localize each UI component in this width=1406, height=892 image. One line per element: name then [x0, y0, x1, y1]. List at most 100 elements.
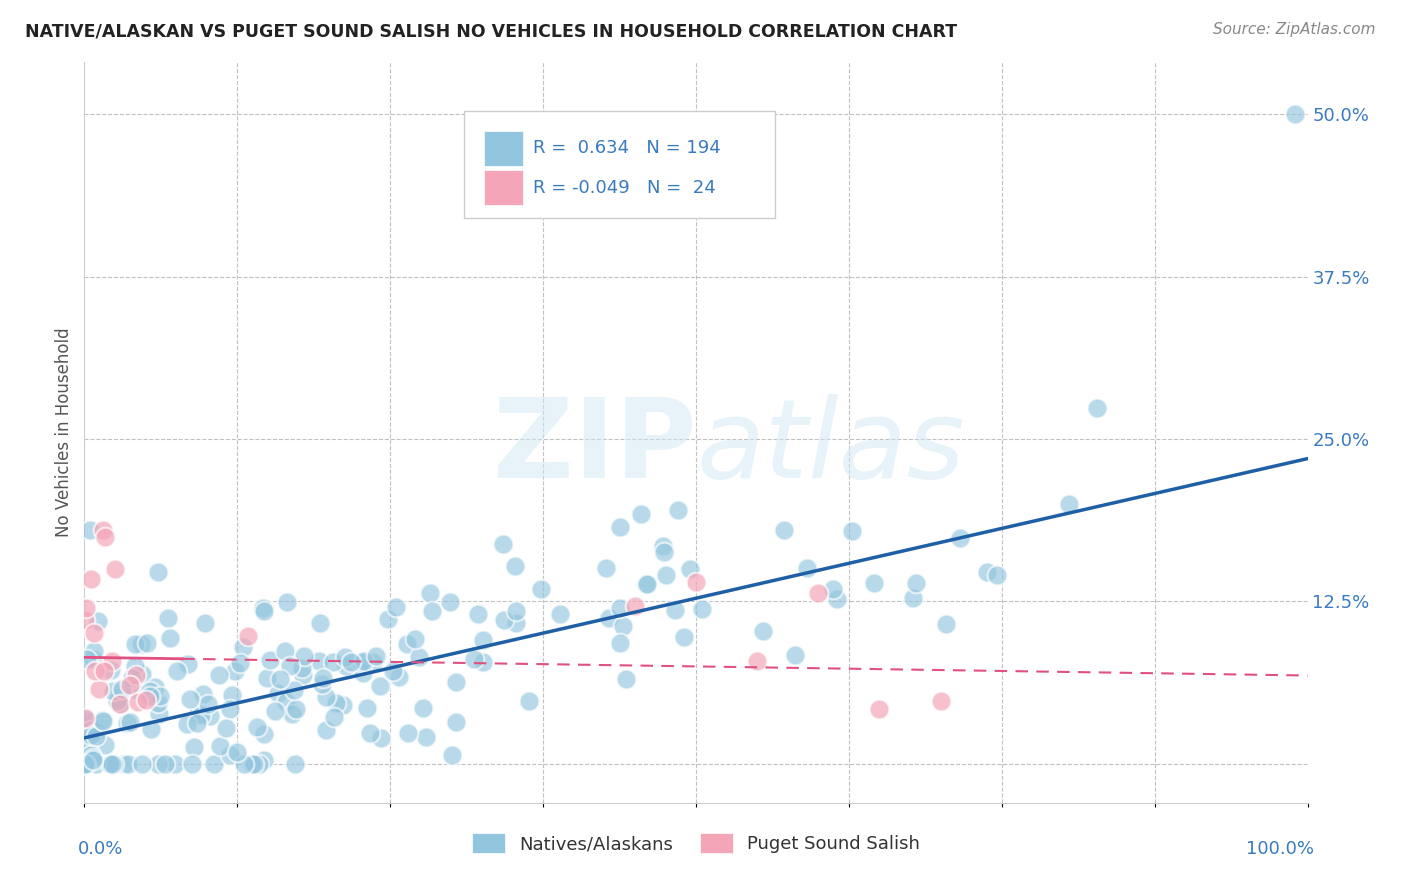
- Point: [929, 694, 952, 708]
- Point: [183, 740, 205, 755]
- Point: [612, 619, 634, 633]
- Point: [135, 693, 157, 707]
- Point: [664, 603, 686, 617]
- Point: [108, 697, 131, 711]
- Point: [274, 695, 297, 709]
- Point: [246, 720, 269, 734]
- Point: [112, 756, 135, 771]
- Point: [75, 712, 97, 726]
- Point: [221, 688, 243, 702]
- Point: [100, 663, 122, 677]
- Point: [370, 731, 392, 745]
- FancyBboxPatch shape: [484, 169, 523, 205]
- Point: [229, 656, 252, 670]
- Point: [187, 706, 209, 721]
- Point: [333, 650, 356, 665]
- Point: [84, 729, 107, 743]
- Point: [105, 694, 128, 708]
- Point: [146, 756, 169, 771]
- Text: 0.0%: 0.0%: [79, 840, 124, 858]
- Text: Source: ZipAtlas.com: Source: ZipAtlas.com: [1212, 22, 1375, 37]
- Point: [131, 666, 153, 681]
- Text: NATIVE/ALASKAN VS PUGET SOUND SALISH NO VEHICLES IN HOUSEHOLD CORRELATION CHART: NATIVE/ALASKAN VS PUGET SOUND SALISH NO …: [25, 22, 957, 40]
- Point: [315, 723, 337, 737]
- Point: [118, 714, 141, 729]
- Point: [340, 655, 363, 669]
- Point: [76, 741, 98, 756]
- Legend: Natives/Alaskans, Puget Sound Salish: Natives/Alaskans, Puget Sound Salish: [465, 826, 927, 861]
- Point: [215, 722, 238, 736]
- Point: [356, 700, 378, 714]
- Point: [202, 756, 225, 771]
- Point: [444, 675, 467, 690]
- Point: [283, 682, 305, 697]
- Point: [127, 695, 149, 709]
- Point: [75, 613, 97, 627]
- Point: [595, 561, 617, 575]
- Point: [505, 604, 527, 618]
- Point: [124, 682, 146, 697]
- Point: [548, 607, 571, 621]
- Point: [440, 747, 463, 762]
- Point: [104, 756, 127, 771]
- Point: [110, 697, 132, 711]
- Point: [177, 657, 200, 672]
- Point: [666, 502, 689, 516]
- Point: [253, 604, 276, 618]
- Point: [103, 756, 125, 771]
- Point: [412, 700, 434, 714]
- FancyBboxPatch shape: [464, 111, 776, 218]
- Point: [93, 664, 115, 678]
- Point: [145, 680, 167, 694]
- Point: [176, 716, 198, 731]
- Point: [381, 664, 404, 678]
- Point: [472, 655, 495, 669]
- Point: [690, 602, 713, 616]
- Point: [253, 727, 276, 741]
- Point: [841, 524, 863, 539]
- Point: [224, 664, 246, 678]
- Point: [471, 632, 494, 647]
- Point: [82, 753, 104, 767]
- Point: [136, 636, 159, 650]
- FancyBboxPatch shape: [484, 130, 523, 166]
- Point: [672, 630, 695, 644]
- Point: [285, 701, 308, 715]
- Point: [108, 691, 131, 706]
- Point: [747, 654, 769, 668]
- Point: [503, 559, 526, 574]
- Point: [197, 697, 219, 711]
- Point: [654, 545, 676, 559]
- Point: [83, 626, 105, 640]
- Text: ZIP: ZIP: [492, 394, 696, 501]
- Point: [335, 659, 357, 673]
- Point: [274, 644, 297, 658]
- Point: [83, 644, 105, 658]
- Point: [269, 672, 291, 686]
- Text: R =  0.634   N = 194: R = 0.634 N = 194: [533, 139, 721, 157]
- Point: [377, 612, 399, 626]
- Point: [193, 687, 215, 701]
- Point: [361, 656, 384, 670]
- Point: [396, 637, 419, 651]
- Point: [252, 601, 274, 615]
- Point: [131, 756, 153, 771]
- Point: [291, 661, 314, 675]
- Point: [115, 715, 138, 730]
- Point: [73, 711, 96, 725]
- Point: [630, 508, 652, 522]
- Point: [159, 632, 181, 646]
- Point: [148, 707, 170, 722]
- Point: [100, 654, 122, 668]
- Point: [84, 724, 107, 739]
- Point: [253, 753, 276, 767]
- Point: [129, 637, 152, 651]
- Point: [87, 681, 110, 696]
- Point: [325, 696, 347, 710]
- Point: [678, 562, 700, 576]
- Point: [276, 595, 298, 609]
- Point: [384, 600, 406, 615]
- Point: [146, 566, 169, 580]
- Point: [156, 611, 179, 625]
- Point: [352, 665, 374, 680]
